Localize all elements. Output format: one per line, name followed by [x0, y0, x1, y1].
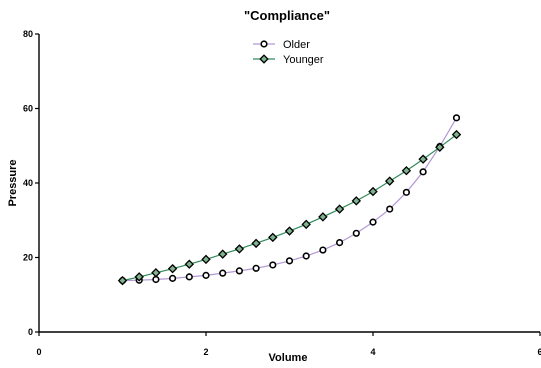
y-axis-label: Pressure — [7, 159, 19, 206]
data-point-younger — [268, 232, 278, 243]
chart-title: "Compliance" — [244, 8, 330, 23]
series-older — [118, 114, 461, 285]
data-point-younger — [334, 204, 345, 214]
data-point-older — [369, 218, 377, 226]
x-axis-label: Volume — [269, 352, 308, 364]
legend-label-younger: Younger — [283, 54, 324, 66]
data-point-younger — [318, 212, 328, 222]
data-point-younger — [117, 275, 128, 286]
legend-label-older: Older — [283, 39, 310, 51]
data-point-older — [419, 168, 427, 176]
data-point-younger — [435, 142, 445, 152]
series-layer — [117, 114, 462, 286]
data-point-older — [202, 271, 210, 279]
data-point-older — [285, 257, 294, 265]
data-point-older — [185, 273, 193, 281]
data-point-older — [235, 267, 243, 275]
data-point-older — [269, 261, 277, 269]
axes: 0 20 40 60 80 0 2 4 6 — [23, 29, 541, 357]
data-point-younger — [351, 196, 362, 206]
x-tick-label: 2 — [203, 347, 208, 357]
data-point-younger — [284, 226, 295, 236]
data-point-younger — [418, 154, 428, 164]
data-point-younger — [368, 186, 378, 197]
data-point-older — [152, 275, 160, 284]
data-point-older — [336, 239, 344, 247]
y-tick-label: 60 — [23, 104, 33, 114]
data-point-younger — [201, 254, 211, 265]
x-tick-label: 6 — [537, 347, 541, 357]
data-point-younger — [451, 129, 462, 140]
data-point-older — [169, 274, 177, 282]
y-tick-label: 20 — [23, 253, 33, 263]
data-point-older — [402, 188, 411, 196]
legend-marker-older — [260, 40, 268, 48]
y-tick-label: 0 — [28, 327, 33, 337]
data-point-younger — [251, 238, 261, 249]
x-tick-label: 4 — [370, 347, 375, 357]
legend-marker-younger — [259, 54, 269, 64]
data-point-younger — [184, 259, 195, 269]
data-point-younger — [167, 263, 178, 274]
data-point-older — [252, 264, 260, 272]
y-tick-label: 80 — [23, 29, 33, 39]
data-point-younger — [151, 268, 161, 278]
data-point-older — [219, 269, 227, 277]
x-tick-label: 0 — [36, 347, 41, 357]
legend-item-younger: Younger — [253, 54, 324, 66]
series-younger — [117, 129, 462, 286]
legend: Older Younger — [253, 39, 324, 66]
data-point-older — [386, 205, 394, 213]
data-point-younger — [384, 176, 395, 186]
y-tick-label: 40 — [23, 178, 33, 188]
data-point-older — [302, 252, 310, 260]
data-point-younger — [217, 249, 228, 259]
data-point-younger — [301, 219, 311, 230]
data-point-younger — [134, 272, 144, 282]
data-point-older — [452, 114, 461, 122]
data-point-younger — [401, 165, 412, 176]
data-point-younger — [234, 244, 245, 254]
data-point-older — [352, 229, 360, 237]
series-line-older — [122, 117, 458, 282]
legend-item-older: Older — [253, 39, 310, 51]
data-point-older — [319, 246, 327, 254]
